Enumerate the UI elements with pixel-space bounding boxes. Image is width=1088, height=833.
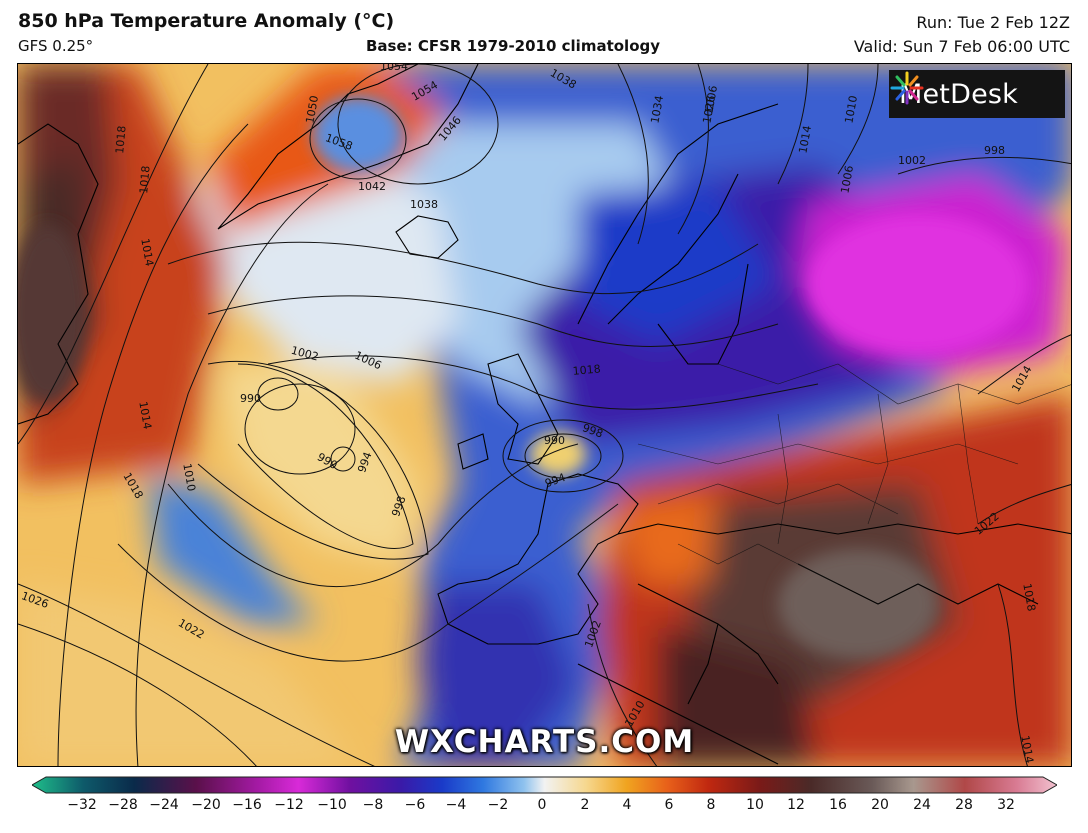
isobar-label: 990 — [544, 434, 565, 447]
colorbar-tick: −16 — [232, 797, 262, 813]
isobar-label: 1014 — [138, 237, 156, 267]
isobar-label: 1002 — [898, 154, 926, 167]
climatology-base-label: Base: CFSR 1979-2010 climatology — [366, 37, 661, 55]
colorbar-tick: −4 — [445, 797, 467, 813]
colorbar-tick: 16 — [829, 797, 847, 813]
isobar-label: 1038 — [410, 198, 438, 211]
colorbar — [32, 776, 1057, 794]
isobar-label: 1018 — [572, 362, 601, 377]
colorbar-tick: −24 — [149, 797, 179, 813]
anomaly-shading — [18, 64, 1071, 766]
map-canvas: 1054 1050 1058 1054 1046 1042 1038 1038 … — [18, 64, 1071, 766]
colorbar-tick: −32 — [67, 797, 97, 813]
colorbar-tick: −12 — [274, 797, 304, 813]
isobar-label: 1014 — [796, 125, 814, 155]
coastlines — [18, 64, 1071, 765]
colorbar-tick: −8 — [362, 797, 384, 813]
isobar-label: 1018 — [137, 165, 152, 194]
metdesk-logo: MetDesk — [889, 70, 1065, 118]
metdesk-burst-icon — [890, 71, 924, 105]
colorbar-tick: −10 — [317, 797, 347, 813]
isobar-label: 1014 — [1018, 734, 1036, 764]
metdesk-logo-text: MetDesk — [899, 78, 1018, 110]
colorbar-tick: 20 — [871, 797, 889, 813]
valid-time-label: Valid: Sun 7 Feb 06:00 UTC — [853, 37, 1070, 56]
chart-title: 850 hPa Temperature Anomaly (°C) — [18, 10, 395, 32]
colorbar-tick: 6 — [664, 797, 674, 813]
isobar-label: 1034 — [648, 95, 666, 125]
isobar-label: 1042 — [358, 180, 386, 193]
isobar-label: 1054 — [380, 64, 408, 73]
colorbar-tick: 8 — [706, 797, 716, 813]
colorbar-tick: 10 — [746, 797, 764, 813]
colorbar-tick: −28 — [108, 797, 138, 813]
colorbar-tick: 28 — [955, 797, 973, 813]
colorbar-tick: 0 — [537, 797, 547, 813]
isobar-label: 1006 — [702, 85, 720, 115]
wxcharts-watermark: WXCHARTS.COM — [394, 724, 695, 760]
isobar-label: 1018 — [113, 125, 128, 154]
colorbar-tick: 2 — [580, 797, 590, 813]
anomaly-map: 1054 1050 1058 1054 1046 1042 1038 1038 … — [17, 63, 1072, 767]
model-label: GFS 0.25° — [18, 37, 94, 55]
colorbar-tick: −20 — [191, 797, 221, 813]
isobar-labels: 1054 1050 1058 1054 1046 1042 1038 1038 … — [20, 64, 1038, 764]
isobar-label: 1010 — [180, 462, 198, 492]
isobar-label: 990 — [240, 392, 261, 405]
run-time-label: Run: Tue 2 Feb 12Z — [916, 13, 1070, 32]
country-borders — [637, 363, 1071, 585]
colorbar-tick: 12 — [787, 797, 805, 813]
isobars — [18, 64, 1071, 766]
isobar-label: 1014 — [136, 400, 154, 430]
isobar-label: 1050 — [303, 95, 321, 125]
isobar-label: 1010 — [842, 95, 860, 125]
isobar-label: 998 — [984, 144, 1005, 157]
chart-header: 850 hPa Temperature Anomaly (°C) GFS 0.2… — [0, 0, 1088, 64]
colorbar-tick: 4 — [622, 797, 632, 813]
colorbar-ticks: −32 −28 −24 −20 −16 −12 −10 −8 −6 −4 −2 … — [0, 797, 1088, 821]
isobar-label: 1018 — [1020, 582, 1038, 612]
colorbar-tick: −6 — [404, 797, 426, 813]
colorbar-tick: 32 — [997, 797, 1015, 813]
colorbar-tick: −2 — [487, 797, 509, 813]
isobar-label: 1006 — [838, 165, 856, 195]
colorbar-tick: 24 — [913, 797, 931, 813]
isobar-label: 1026 — [700, 95, 718, 125]
